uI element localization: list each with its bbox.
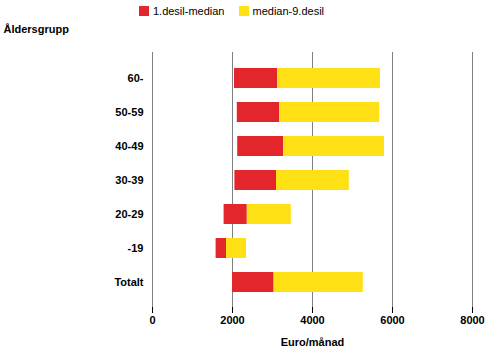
svg-text:4000: 4000: [300, 314, 324, 326]
svg-text:Totalt: Totalt: [114, 276, 143, 288]
svg-text:Åldersgrupp: Åldersgrupp: [4, 23, 70, 35]
svg-text:-19: -19: [128, 242, 144, 254]
svg-text:8000: 8000: [460, 314, 484, 326]
svg-text:2000: 2000: [220, 314, 244, 326]
svg-text:40-49: 40-49: [115, 140, 143, 152]
svg-text:20-29: 20-29: [115, 208, 143, 220]
svg-text:60-: 60-: [128, 72, 144, 84]
svg-text:0: 0: [149, 314, 155, 326]
html-text:1.desil-median: 1.desil-median: [153, 5, 225, 17]
svg-text:6000: 6000: [380, 314, 404, 326]
svg-text:50-59: 50-59: [115, 106, 143, 118]
svg-text:30-39: 30-39: [115, 174, 143, 186]
svg-text:Euro/månad: Euro/månad: [281, 336, 345, 348]
html-text:median-9.desil: median-9.desil: [252, 5, 324, 17]
